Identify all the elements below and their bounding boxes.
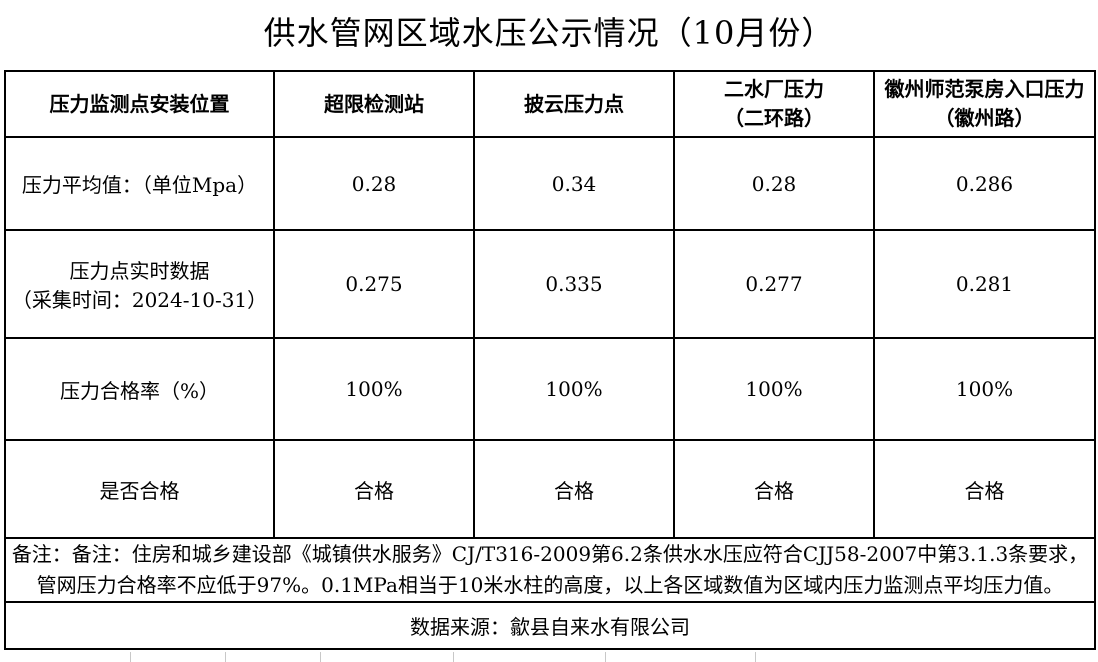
source-cell: 数据来源：歙县自来水有限公司	[4, 601, 1096, 650]
col-header-station-2: 披云压力点	[473, 70, 675, 138]
cell-value: 合格	[873, 439, 1096, 539]
cell-value: 0.277	[673, 229, 875, 339]
col-header-location: 压力监测点安装位置	[4, 70, 275, 138]
row-label: 是否合格	[4, 439, 275, 539]
cell-value: 0.335	[473, 229, 675, 339]
cell-value: 100%	[873, 337, 1096, 441]
cell-value: 100%	[273, 337, 475, 441]
table-row-source: 数据来源：歙县自来水有限公司	[4, 601, 1096, 650]
gridline-tick	[605, 652, 606, 662]
table-row-pass-rate: 压力合格率（%） 100% 100% 100% 100%	[4, 337, 1096, 441]
cell-value: 合格	[673, 439, 875, 539]
note-cell: 备注：备注：住房和城乡建设部《城镇供水服务》CJ/T316-2009第6.2条供…	[4, 537, 1096, 603]
gridline-strip	[0, 651, 1098, 662]
gridline-tick	[130, 652, 131, 662]
cell-value: 合格	[273, 439, 475, 539]
col-header-station-3: 二水厂压力 （二环路）	[673, 70, 875, 138]
cell-value: 0.286	[873, 136, 1096, 231]
gridline-tick	[755, 652, 756, 662]
col-header-station-4: 徽州师范泵房入口压力 （徽州路）	[873, 70, 1096, 138]
cell-value: 0.34	[473, 136, 675, 231]
col-header-station-1: 超限检测站	[273, 70, 475, 138]
table-row-average: 压力平均值：（单位Mpa） 0.28 0.34 0.28 0.286	[4, 136, 1096, 231]
table-row-qualified: 是否合格 合格 合格 合格 合格	[4, 439, 1096, 539]
page-title: 供水管网区域水压公示情况（10月份）	[263, 14, 835, 52]
cell-value: 0.28	[273, 136, 475, 231]
cell-value: 100%	[473, 337, 675, 441]
cell-value: 100%	[673, 337, 875, 441]
cell-value: 0.275	[273, 229, 475, 339]
gridline-tick	[320, 652, 321, 662]
cell-value: 0.28	[673, 136, 875, 231]
row-label: 压力点实时数据 （采集时间：2024-10-31）	[4, 229, 275, 339]
table-row-note: 备注：备注：住房和城乡建设部《城镇供水服务》CJ/T316-2009第6.2条供…	[4, 537, 1096, 603]
water-pressure-table: 压力监测点安装位置 超限检测站 披云压力点 二水厂压力 （二环路） 徽州师范泵房…	[4, 70, 1096, 650]
cell-value: 0.281	[873, 229, 1096, 339]
gridline-tick	[453, 652, 454, 662]
table-row-realtime: 压力点实时数据 （采集时间：2024-10-31） 0.275 0.335 0.…	[4, 229, 1096, 339]
table-header-row: 压力监测点安装位置 超限检测站 披云压力点 二水厂压力 （二环路） 徽州师范泵房…	[4, 70, 1096, 138]
row-label: 压力平均值：（单位Mpa）	[4, 136, 275, 231]
gridline-tick	[225, 652, 226, 662]
cell-value: 合格	[473, 439, 675, 539]
row-label: 压力合格率（%）	[4, 337, 275, 441]
